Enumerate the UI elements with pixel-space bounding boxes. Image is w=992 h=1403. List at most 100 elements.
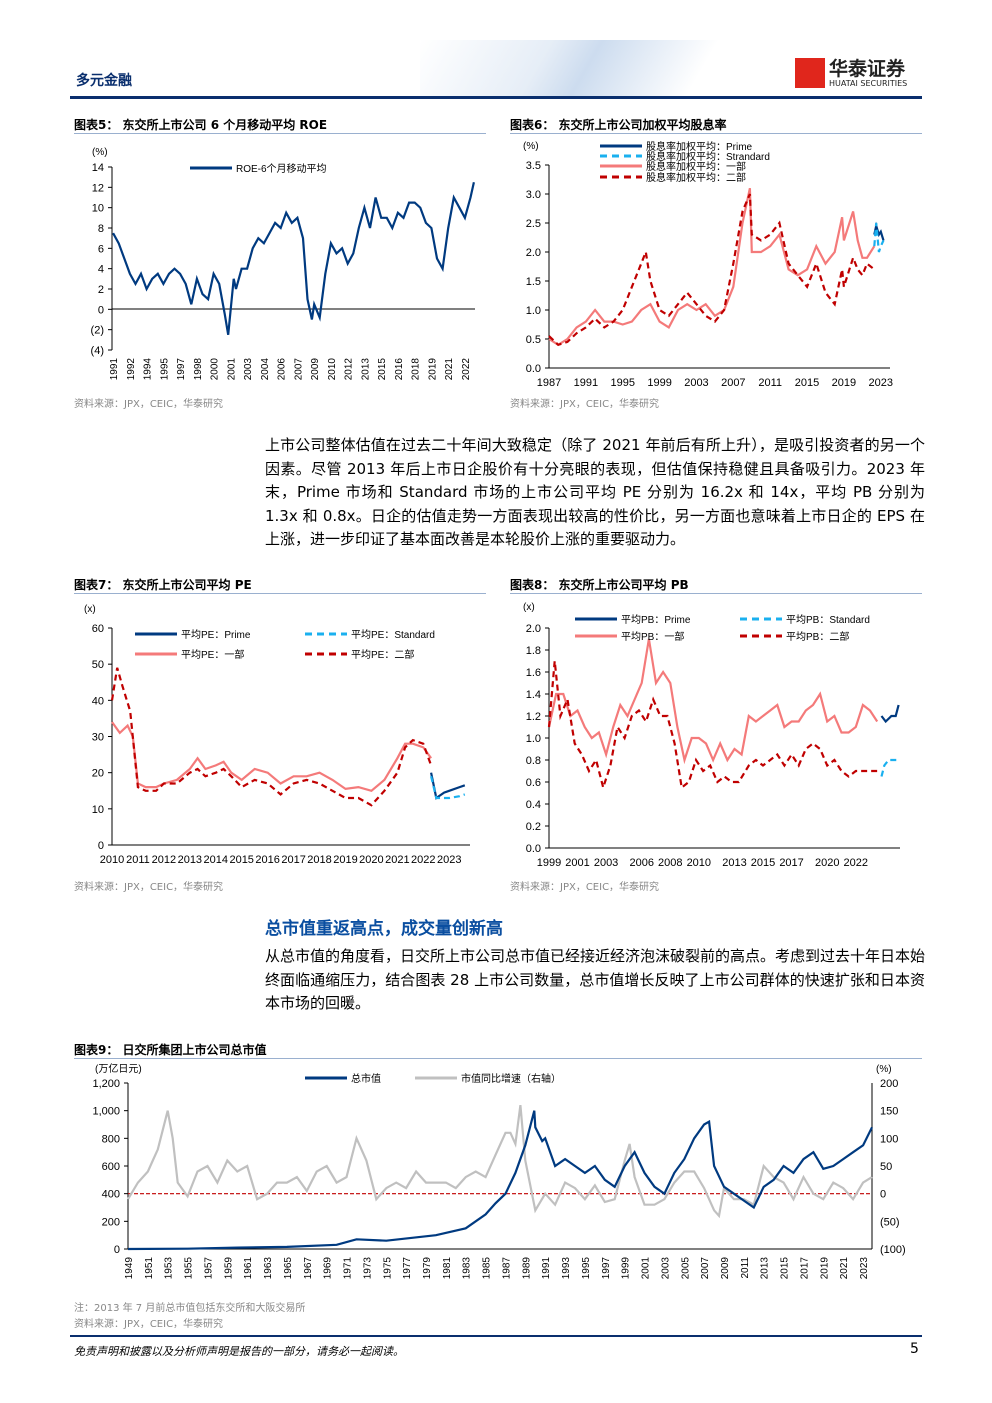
chart4-y2-tick-label: 0 bbox=[880, 1189, 886, 1201]
chart0-y-tick-label: 8 bbox=[98, 223, 104, 235]
chart4-x-tick-label: 1969 bbox=[323, 1257, 334, 1280]
chart2-x-tick-label: 2021 bbox=[385, 854, 409, 866]
chart1-y-tick-label: 3.5 bbox=[526, 160, 541, 172]
chart4-x-tick-label: 1951 bbox=[144, 1257, 155, 1280]
chart1-y-tick-label: 2.5 bbox=[526, 218, 541, 230]
chart4-series-line bbox=[127, 1104, 873, 1219]
chart0-series-line bbox=[112, 182, 475, 335]
chart1-series-line bbox=[548, 193, 875, 347]
body-paragraph-1: 上市公司整体估值在过去二十年间大致稳定（除了 2021 年前后有所上升），是吸引… bbox=[265, 436, 925, 548]
chart4-y2-tick-label: 200 bbox=[880, 1078, 898, 1090]
figure-9-note: 注：2013 年 7 月前总市值包括东交所和大阪交易所 bbox=[74, 1303, 306, 1314]
figure-6-rule bbox=[510, 133, 922, 134]
chart0-x-tick-label: 1998 bbox=[193, 358, 204, 381]
chart2-y-tick-label: 20 bbox=[92, 768, 104, 780]
chart1-x-tick-label: 1999 bbox=[647, 377, 671, 389]
figure-8-rule bbox=[510, 593, 922, 594]
chart0-x-tick-label: 2016 bbox=[394, 358, 405, 381]
chart0-x-tick-label: 1995 bbox=[159, 358, 170, 381]
chart0-x-tick-label: 2013 bbox=[360, 358, 371, 381]
chart4-x-tick-label: 1979 bbox=[422, 1257, 433, 1280]
chart3-x-tick-label: 2001 bbox=[565, 857, 589, 869]
chart4-series-line bbox=[127, 1110, 873, 1251]
figure-5-source: 资料来源：JPX，CEIC，华泰研究 bbox=[74, 399, 224, 410]
chart2-x-tick-label: 2020 bbox=[359, 854, 383, 866]
chart1-y-unit: (%) bbox=[523, 141, 539, 152]
chart4-x-tick-label: 1975 bbox=[382, 1257, 393, 1280]
chart0-x-tick-label: 2021 bbox=[444, 358, 455, 381]
chart2-series-line bbox=[430, 776, 466, 800]
logo-en-text: HUATAI SECURITIES bbox=[829, 78, 908, 88]
chart1-x-tick-label: 2011 bbox=[758, 377, 782, 389]
chart3-x-tick-label: 1999 bbox=[537, 857, 561, 869]
chart4-x-tick-label: 1955 bbox=[184, 1257, 195, 1280]
chart0-x-tick-label: 1997 bbox=[176, 358, 187, 381]
chart2-series-line bbox=[111, 721, 432, 793]
chart3-y-tick-label: 1.6 bbox=[526, 667, 541, 679]
chart3-y-tick-label: 0.6 bbox=[526, 777, 541, 789]
figure-5-rule bbox=[74, 133, 486, 134]
chart0-x-tick-label: 2019 bbox=[427, 358, 438, 381]
chart2-x-tick-label: 2010 bbox=[100, 854, 124, 866]
chart2-x-tick-label: 2011 bbox=[126, 854, 150, 866]
chart0-x-tick-label: 1992 bbox=[126, 358, 137, 381]
chart0-x-tick-label: 2004 bbox=[260, 358, 271, 381]
chart3-x-tick-label: 2003 bbox=[594, 857, 618, 869]
chart3-y-unit: (x) bbox=[523, 602, 535, 613]
figure-5-title: 图表5： 东交所上市公司 6 个月移动平均 ROE bbox=[74, 118, 328, 132]
chart0-y-tick-label: 0 bbox=[98, 304, 104, 316]
chart2-x-tick-label: 2023 bbox=[437, 854, 461, 866]
chart2-x-tick-label: 2017 bbox=[281, 854, 305, 866]
chart4-x-tick-label: 1971 bbox=[343, 1257, 354, 1280]
chart4-legend-label: 市值同比增速（右轴） bbox=[461, 1072, 561, 1085]
chart3-y-tick-label: 2.0 bbox=[526, 623, 541, 635]
page-number: 5 bbox=[910, 1341, 919, 1357]
chart4-x-tick-label: 2009 bbox=[720, 1257, 731, 1280]
chart0-x-tick-label: 2006 bbox=[277, 358, 288, 381]
chart3-y-tick-label: 0.0 bbox=[526, 843, 541, 855]
chart1-y-tick-label: 1.5 bbox=[526, 276, 541, 288]
chart4-x-tick-label: 1965 bbox=[283, 1257, 294, 1280]
figure-9-title: 图表9： 日交所集团上市公司总市值 bbox=[74, 1043, 267, 1057]
chart1-series-line bbox=[548, 187, 876, 347]
chart4-x-tick-label: 1963 bbox=[263, 1257, 274, 1280]
chart3-x-tick-label: 2020 bbox=[815, 857, 839, 869]
chart4-y-tick-label: 1,000 bbox=[92, 1106, 120, 1118]
chart2-x-tick-label: 2014 bbox=[204, 854, 228, 866]
chart3-y-tick-label: 1.4 bbox=[526, 689, 541, 701]
chart4-x-tick-label: 1967 bbox=[303, 1257, 314, 1280]
chart4-x-tick-label: 1973 bbox=[362, 1257, 373, 1280]
chart1-x-tick-label: 1995 bbox=[610, 377, 634, 389]
section-heading: 总市值重返高点，成交量创新高 bbox=[265, 919, 503, 939]
chart4-x-tick-label: 2005 bbox=[680, 1257, 691, 1280]
chart4-x-tick-label: 1957 bbox=[203, 1257, 214, 1280]
figure-7-rule bbox=[74, 593, 486, 594]
chart3-x-tick-label: 2010 bbox=[687, 857, 711, 869]
chart0-x-tick-label: 2010 bbox=[327, 358, 338, 381]
figure-7-title: 图表7： 东交所上市公司平均 PE bbox=[74, 578, 252, 592]
chart1-y-tick-label: 0.5 bbox=[526, 334, 541, 346]
chart3-y-tick-label: 1.0 bbox=[526, 733, 541, 745]
section-label: 多元金融 bbox=[76, 73, 132, 89]
chart0-x-tick-label: 1994 bbox=[143, 358, 154, 381]
chart2-legend-label: 平均PE：一部 bbox=[181, 648, 244, 661]
chart0-x-tick-label: 1991 bbox=[109, 358, 120, 381]
logo-cn-text: 华泰证券 bbox=[829, 57, 906, 80]
chart0-y-tick-label: 4 bbox=[98, 264, 104, 276]
chart1-y-tick-label: 0.0 bbox=[526, 363, 541, 375]
chart2-x-tick-label: 2012 bbox=[152, 854, 176, 866]
chart3-x-tick-label: 2008 bbox=[658, 857, 682, 869]
chart0-y-tick-label: 2 bbox=[98, 284, 104, 296]
figure-8-source: 资料来源：JPX，CEIC，华泰研究 bbox=[510, 882, 660, 893]
chart4-x-tick-label: 2003 bbox=[660, 1257, 671, 1280]
chart2-y-tick-label: 0 bbox=[98, 840, 104, 852]
chart4-y-tick-label: 600 bbox=[102, 1161, 120, 1173]
chart0-x-tick-label: 2000 bbox=[210, 358, 221, 381]
chart3-y-tick-label: 1.2 bbox=[526, 711, 541, 723]
chart4-x-tick-label: 1953 bbox=[164, 1257, 175, 1280]
chart1-legend-label: 股息率加权平均：Strandard bbox=[646, 150, 770, 163]
chart3-series-line bbox=[547, 660, 878, 792]
chart3-x-tick-label: 2015 bbox=[751, 857, 775, 869]
